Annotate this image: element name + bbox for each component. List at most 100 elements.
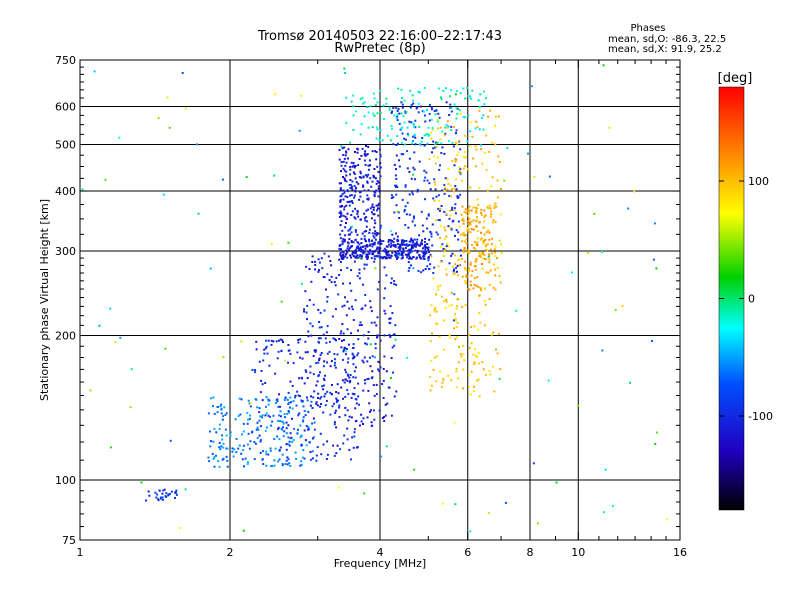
data-point (235, 451, 238, 454)
data-point (369, 365, 372, 368)
data-point (454, 338, 457, 341)
data-point (458, 263, 461, 266)
data-point (490, 185, 493, 188)
data-point (345, 371, 347, 374)
data-point (274, 93, 277, 96)
data-point (377, 360, 380, 363)
data-point (360, 413, 363, 416)
data-point (426, 227, 429, 230)
data-point (456, 270, 458, 273)
data-point (309, 365, 312, 368)
data-point (488, 370, 491, 372)
data-point (428, 251, 430, 253)
data-point (350, 416, 353, 419)
data-point (341, 251, 344, 253)
data-point (304, 351, 307, 354)
data-point (342, 198, 345, 201)
data-point (409, 106, 412, 109)
data-point (374, 347, 377, 350)
data-point (375, 189, 378, 192)
data-point (453, 164, 456, 167)
data-point (453, 272, 456, 275)
data-point (478, 187, 481, 189)
data-point (222, 415, 225, 418)
data-point (476, 207, 479, 210)
data-point (350, 256, 353, 259)
data-point (444, 229, 447, 232)
data-point (318, 321, 321, 323)
data-point (159, 496, 162, 499)
data-point (457, 231, 460, 234)
data-point (406, 167, 409, 170)
data-point (351, 202, 354, 204)
data-point (444, 132, 447, 135)
data-point (283, 430, 286, 433)
data-point (345, 222, 347, 224)
data-point (463, 359, 466, 362)
data-point (366, 180, 369, 183)
data-point (319, 337, 322, 340)
data-point (365, 144, 367, 147)
data-point (411, 245, 413, 248)
data-point (326, 296, 329, 298)
data-point (370, 185, 373, 188)
data-point (339, 252, 342, 255)
data-point (480, 209, 483, 211)
data-point (328, 350, 331, 353)
data-point (249, 402, 252, 405)
data-point (447, 167, 450, 170)
data-point (396, 110, 399, 112)
data-point (494, 245, 497, 248)
data-point (427, 256, 430, 259)
data-point (255, 340, 258, 343)
data-point (343, 381, 346, 384)
data-point (340, 255, 343, 257)
data-point (388, 243, 390, 246)
data-point (451, 208, 454, 211)
data-point (601, 349, 604, 352)
data-point (483, 215, 486, 218)
data-point (452, 145, 455, 148)
data-point (391, 346, 394, 349)
data-point (225, 447, 228, 450)
data-point (468, 288, 471, 291)
data-point (366, 153, 369, 155)
data-point (370, 421, 373, 424)
data-point (432, 368, 435, 371)
data-point (311, 325, 314, 328)
data-point (438, 209, 441, 212)
data-point (349, 245, 352, 248)
data-point (313, 428, 316, 431)
data-point (443, 255, 445, 257)
data-point (310, 280, 313, 283)
data-point (164, 495, 167, 498)
data-point (347, 357, 350, 360)
data-point (473, 361, 476, 364)
data-point (467, 288, 470, 290)
data-point (374, 250, 377, 253)
data-point (390, 277, 393, 280)
data-point (467, 374, 470, 377)
data-point (379, 155, 382, 158)
data-point (363, 159, 366, 162)
data-point (347, 343, 350, 346)
data-point (384, 257, 387, 260)
data-point (340, 170, 342, 173)
data-point (536, 522, 539, 525)
data-point (353, 173, 356, 175)
data-point (354, 398, 357, 400)
data-point (473, 265, 476, 268)
data-point (463, 156, 466, 159)
data-point (353, 428, 356, 431)
data-point (218, 427, 221, 430)
data-point (354, 420, 357, 423)
data-point (255, 348, 258, 351)
data-point (483, 151, 486, 154)
data-point (433, 266, 436, 269)
data-point (488, 231, 491, 234)
data-point (418, 254, 421, 257)
data-point (286, 412, 289, 415)
data-point (356, 354, 359, 357)
data-point (301, 400, 304, 403)
